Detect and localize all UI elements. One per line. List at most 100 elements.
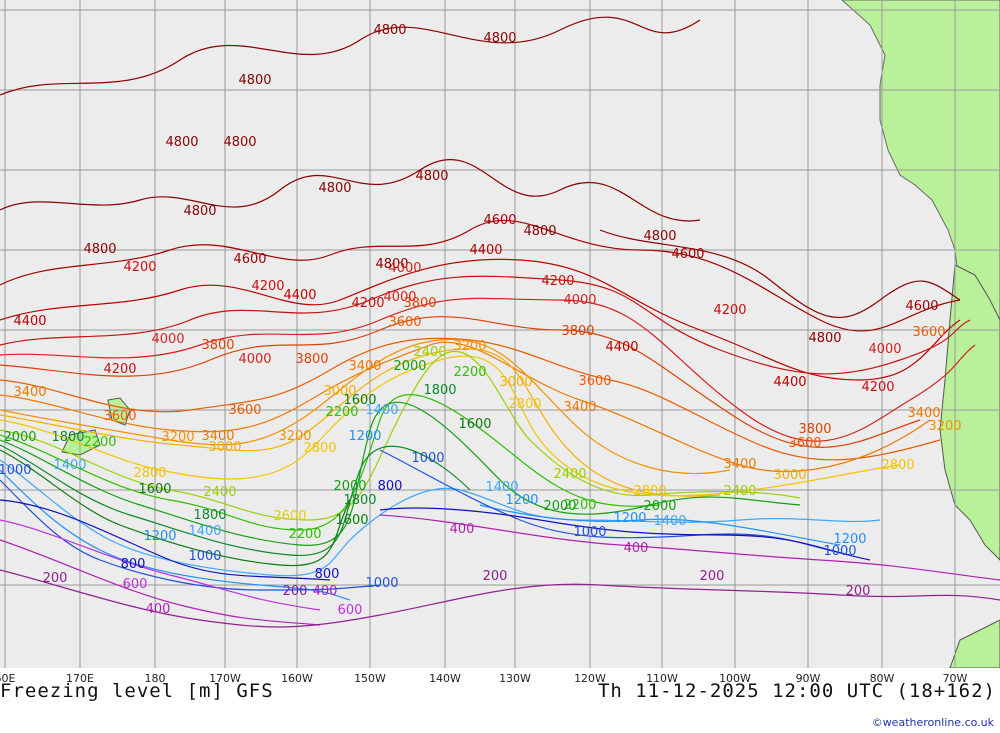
- contour-label: 3200: [161, 430, 194, 445]
- contour-2200: [0, 394, 661, 531]
- longitude-label: 150W: [354, 672, 386, 685]
- contour-4400: [0, 258, 961, 381]
- new-zealand-north: [107, 397, 131, 426]
- contour-4000: [0, 297, 976, 442]
- contour-label: 4000: [151, 332, 184, 347]
- contour-label: 4600: [671, 247, 704, 262]
- contour-label: 4000: [383, 290, 416, 305]
- contour-label: 200: [43, 571, 68, 586]
- contour-label: 4800: [375, 257, 408, 272]
- contour-label: 4800: [183, 204, 216, 219]
- contour-label: 1000: [411, 451, 444, 466]
- contour-label: 3200: [453, 339, 486, 354]
- contour-label: 400: [313, 584, 338, 599]
- contour-600: [0, 519, 321, 611]
- land-layer: [61, 0, 1000, 668]
- contour-label: 2800: [881, 458, 914, 473]
- contour-label: 4800: [643, 229, 676, 244]
- contour-label: 4400: [605, 340, 638, 355]
- contour-label: 4200: [123, 260, 156, 275]
- contour-labels: 4800 4800 4800 4800 4800 4800 4800 4800 4800 4800…: [0, 23, 962, 618]
- contour-label: 3800: [403, 296, 436, 311]
- contour-4800: [599, 229, 961, 318]
- contour-label: 1000: [823, 544, 856, 559]
- contour-label: 1400: [365, 403, 398, 418]
- new-zealand-south: [61, 429, 101, 456]
- contour-label: 4400: [773, 375, 806, 390]
- longitude-label: 70W: [942, 672, 968, 685]
- longitude-label: 170E: [66, 672, 94, 685]
- contour-label: 2000: [543, 499, 576, 514]
- contour-label: 1400: [653, 514, 686, 529]
- contour-label: 3000: [499, 375, 532, 390]
- contour-label: 4200: [251, 279, 284, 294]
- contour-label: 400: [624, 541, 649, 556]
- longitude-label: 60E: [0, 672, 16, 685]
- contour-3800: [0, 316, 921, 448]
- contour-label: 2400: [413, 345, 446, 360]
- contour-label: 3400: [723, 457, 756, 472]
- contour-label: 3000: [208, 440, 241, 455]
- contour-label: 1600: [458, 417, 491, 432]
- contour-label: 3600: [578, 374, 611, 389]
- contour-label: 1600: [138, 482, 171, 497]
- contour-label: 3400: [348, 359, 381, 374]
- contour-3600: [0, 337, 941, 461]
- contour-label: 400: [146, 602, 171, 617]
- freezing-level-map: 4800 4800 4800 4800 4800 4800 4800 4800 4800 4800…: [0, 0, 1000, 668]
- contour-label: 2200: [453, 365, 486, 380]
- map-footer: 60E 170E 180 170W 160W 150W 140W 130W 120W 110W 10…: [0, 668, 1000, 733]
- contour-label: 3400: [563, 400, 596, 415]
- antarctic-peninsula: [949, 619, 1000, 668]
- contour-label: 1200: [143, 529, 176, 544]
- contour-label: 1000: [188, 549, 221, 564]
- contour-label: 2800: [508, 397, 541, 412]
- contour-label: 4200: [861, 380, 894, 395]
- contour-label: 2600: [273, 509, 306, 524]
- contour-label: 800: [121, 557, 146, 572]
- contour-2400: [0, 350, 801, 521]
- contour-label: 4400: [283, 288, 316, 303]
- contour-label: 200: [700, 569, 725, 584]
- contour-200: [0, 569, 1000, 628]
- contour-label: 3400: [907, 406, 940, 421]
- contour-label: 2400: [553, 467, 586, 482]
- contour-4800: [0, 158, 701, 222]
- contour-label: 3400: [201, 429, 234, 444]
- contour-3400: [0, 341, 931, 472]
- contour-label: 1400: [53, 458, 86, 473]
- contour-label: 3000: [323, 384, 356, 399]
- contour-label: 2000: [643, 499, 676, 514]
- contour-label: 2200: [563, 498, 596, 513]
- contour-4800: [0, 16, 701, 96]
- contour-label: 4600: [233, 252, 266, 267]
- contour-label: 2400: [723, 484, 756, 499]
- contour-label: 4800: [415, 169, 448, 184]
- contour-label: 3200: [928, 419, 961, 434]
- contour-label: 2000: [3, 430, 36, 445]
- contour-label: 3000: [773, 468, 806, 483]
- contour-label: 3800: [201, 338, 234, 353]
- contour-label: 200: [483, 569, 508, 584]
- contour-label: 1800: [343, 493, 376, 508]
- contour-label: 3400: [13, 385, 46, 400]
- contour-label: 4600: [905, 299, 938, 314]
- contour-label: 3600: [103, 409, 136, 424]
- contour-label: 4800: [373, 23, 406, 38]
- contour-label: 2200: [288, 527, 321, 542]
- contour-2800: [0, 355, 901, 497]
- contour-label: 3800: [798, 422, 831, 437]
- contour-label: 1200: [348, 429, 381, 444]
- longitude-label: 80W: [869, 672, 895, 685]
- contour-label: 4800: [483, 31, 516, 46]
- longitude-label: 130W: [499, 672, 531, 685]
- contour-label: 200: [846, 584, 871, 599]
- longitude-label: 140W: [429, 672, 461, 685]
- contour-label: 4800: [165, 135, 198, 150]
- contour-label: 4200: [541, 274, 574, 289]
- credit-link[interactable]: ©weatheronline.co.uk: [871, 716, 994, 729]
- contour-label: 3800: [561, 324, 594, 339]
- contour-label: 4800: [808, 331, 841, 346]
- contour-label: 2200: [83, 435, 116, 450]
- contour-1600: [0, 449, 351, 567]
